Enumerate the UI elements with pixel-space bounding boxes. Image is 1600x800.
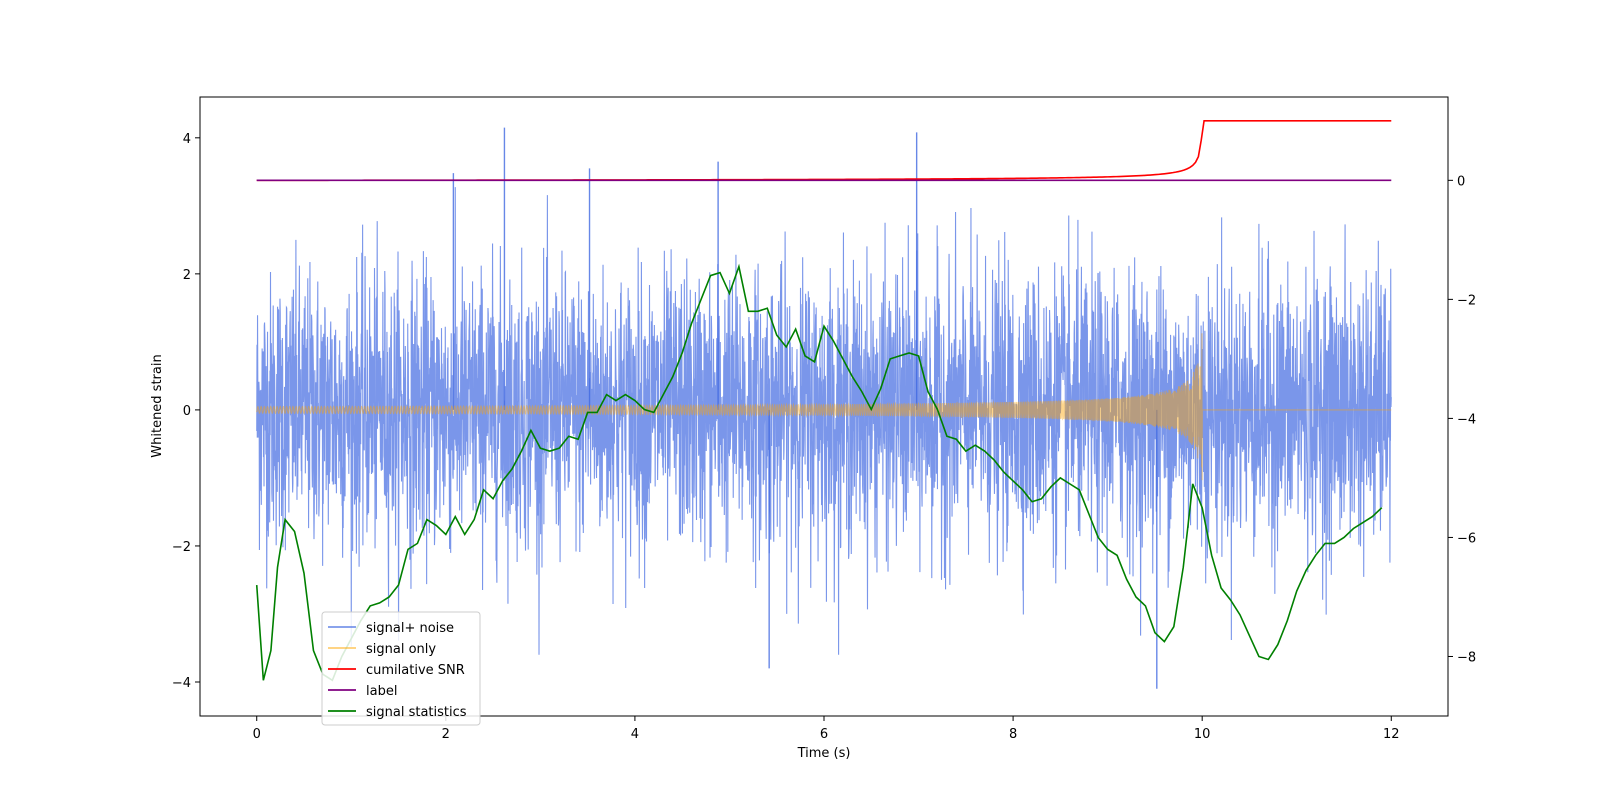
y2-tick-label: −6 bbox=[1457, 531, 1476, 546]
y-tick-label: 4 bbox=[183, 132, 191, 147]
legend-entry: signal+ noise bbox=[366, 621, 454, 636]
legend-entry: signal statistics bbox=[366, 705, 467, 720]
series-signal-statistics bbox=[255, 263, 1383, 682]
x-tick-label: 12 bbox=[1383, 727, 1400, 742]
y-tick-label: 0 bbox=[183, 404, 191, 419]
x-tick-label: 4 bbox=[631, 727, 639, 742]
y-tick-label: −2 bbox=[172, 540, 191, 555]
legend-box bbox=[321, 611, 481, 726]
y-axis-label: Whitened strain bbox=[150, 354, 165, 457]
y2-tick-label: −4 bbox=[1457, 412, 1476, 427]
x-tick-label: 8 bbox=[1009, 727, 1017, 742]
y-axis-left-ticks: −4 −2 0 2 4 bbox=[172, 132, 200, 691]
y-axis-right-ticks: −8 −6 −4 −2 0 bbox=[1448, 174, 1476, 665]
y-tick-label: 2 bbox=[183, 268, 191, 283]
x-tick-label: 10 bbox=[1194, 727, 1211, 742]
legend-entry: label bbox=[366, 684, 397, 699]
y2-tick-label: −8 bbox=[1457, 650, 1476, 665]
series-signal-only bbox=[256, 333, 1392, 481]
legend: signal+ noise signal only cumilative SNR la… bbox=[321, 611, 481, 726]
y-tick-label: −4 bbox=[172, 676, 191, 691]
x-axis-ticks: 0 2 4 6 8 10 12 bbox=[253, 716, 1400, 742]
legend-entry: signal only bbox=[366, 642, 436, 657]
y2-tick-label: −2 bbox=[1457, 293, 1476, 308]
legend-entry: cumilative SNR bbox=[366, 663, 465, 678]
x-tick-label: 6 bbox=[820, 727, 828, 742]
series-signal-noise bbox=[256, 187, 1392, 655]
series-layer bbox=[255, 120, 1392, 689]
y2-tick-label: 0 bbox=[1457, 174, 1465, 189]
x-tick-label: 2 bbox=[442, 727, 450, 742]
x-tick-label: 0 bbox=[253, 727, 261, 742]
x-axis-label: Time (s) bbox=[797, 746, 851, 761]
